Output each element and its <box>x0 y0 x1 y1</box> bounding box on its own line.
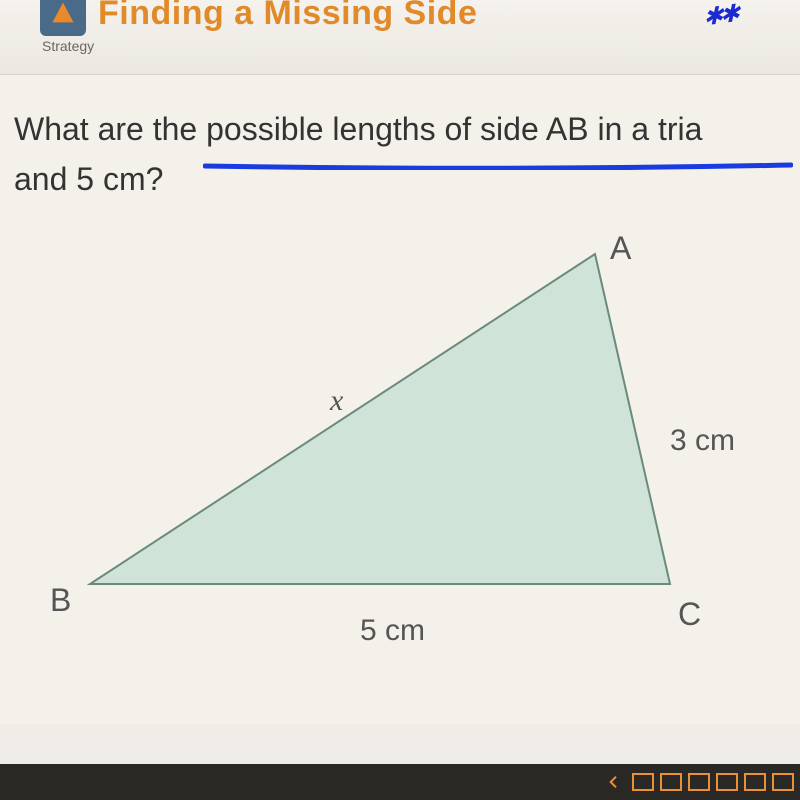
header: Finding a Missing Side Strategy <box>0 0 800 75</box>
nav-prev-icon[interactable] <box>602 770 626 794</box>
page-title: Finding a Missing Side <box>98 0 477 33</box>
strategy-label: Strategy <box>42 38 800 54</box>
pen-annotation-icon: ᕯ <box>699 0 737 53</box>
side-label-ac: 3 cm <box>670 424 735 458</box>
triangle-icon <box>49 0 77 27</box>
question-line-2: and 5 cm? <box>14 155 800 205</box>
nav-page-box[interactable] <box>772 773 794 791</box>
vertex-label-a: A <box>610 230 631 267</box>
side-label-bc: 5 cm <box>360 614 425 648</box>
nav-page-box[interactable] <box>688 773 710 791</box>
nav-page-box[interactable] <box>660 773 682 791</box>
vertex-label-c: C <box>678 596 701 633</box>
question-line-1: What are the possible lengths of side AB… <box>14 105 800 155</box>
nav-page-box[interactable] <box>716 773 738 791</box>
title-row: Finding a Missing Side <box>40 8 800 36</box>
question-area: What are the possible lengths of side AB… <box>0 75 800 204</box>
nav-page-box[interactable] <box>744 773 766 791</box>
triangle-diagram: A B C x 3 cm 5 cm <box>0 204 800 724</box>
triangle-shape <box>90 254 670 584</box>
bottom-nav-strip <box>0 764 800 800</box>
side-label-ab: x <box>330 384 343 418</box>
vertex-label-b: B <box>50 582 71 619</box>
strategy-triangle-icon <box>40 0 86 36</box>
nav-page-box[interactable] <box>632 773 654 791</box>
